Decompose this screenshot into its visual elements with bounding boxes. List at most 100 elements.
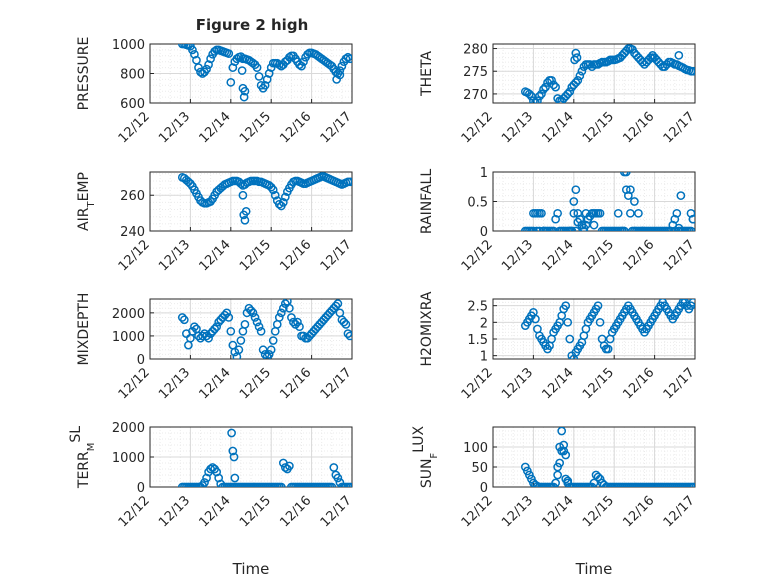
markers-terr_msl xyxy=(177,428,352,487)
data-point xyxy=(630,197,639,206)
data-point xyxy=(531,98,540,103)
data-point xyxy=(672,208,682,218)
y-tick-label: 280 xyxy=(463,43,488,58)
data-point xyxy=(270,190,280,200)
data-point xyxy=(331,301,341,311)
data-point xyxy=(563,89,573,99)
x-tick-label: 12/12 xyxy=(459,365,496,402)
data-point xyxy=(303,49,312,59)
x-tick-label: 12/15 xyxy=(580,493,617,530)
data-point xyxy=(333,473,343,483)
data-point xyxy=(194,63,203,72)
data-point xyxy=(248,308,258,318)
data-point xyxy=(335,66,345,75)
data-point xyxy=(210,324,219,334)
x-tick-label: 12/12 xyxy=(116,365,153,402)
data-point xyxy=(252,63,262,72)
data-point xyxy=(258,345,268,355)
data-point xyxy=(345,482,352,487)
y-tick-label: 1000 xyxy=(112,451,145,466)
data-point xyxy=(272,320,282,329)
data-point xyxy=(212,322,222,332)
data-point xyxy=(295,322,304,332)
data-point xyxy=(236,179,246,188)
x-tick-label: 12/15 xyxy=(580,365,617,402)
x-axis-label-left: Time xyxy=(232,560,270,578)
y-tick-label: 1000 xyxy=(112,330,145,345)
markers-sun_flux xyxy=(520,427,695,487)
x-tick-label: 12/16 xyxy=(277,365,314,402)
data-point xyxy=(188,45,197,55)
data-point xyxy=(234,345,244,355)
data-point xyxy=(250,313,260,322)
plot-frame xyxy=(149,298,353,360)
x-tick-label: 12/15 xyxy=(237,109,274,146)
data-point xyxy=(285,52,294,62)
data-point xyxy=(531,314,540,324)
data-point xyxy=(571,185,581,195)
data-point xyxy=(179,315,189,325)
data-point xyxy=(237,66,247,75)
data-point xyxy=(278,303,288,313)
data-point xyxy=(276,308,286,318)
data-point xyxy=(674,223,684,231)
data-point xyxy=(240,215,250,225)
data-point xyxy=(239,92,249,102)
data-point xyxy=(177,313,187,322)
data-point xyxy=(190,322,199,332)
data-point xyxy=(264,350,274,359)
data-point xyxy=(572,53,582,62)
data-point xyxy=(561,450,571,460)
data-point xyxy=(287,313,296,322)
y-axis-label-h2omixra: H2OMIXRA xyxy=(419,291,435,366)
y-axis-label-theta: THETA xyxy=(419,51,435,97)
x-tick-label: 12/17 xyxy=(318,493,355,530)
x-tick-label: 12/13 xyxy=(499,493,536,530)
data-point xyxy=(575,71,585,81)
x-tick-label: 12/17 xyxy=(318,365,355,402)
data-point xyxy=(240,320,250,329)
x-tick-label: 12/16 xyxy=(277,493,314,530)
data-point xyxy=(222,308,232,318)
data-point xyxy=(337,61,347,71)
data-point xyxy=(577,66,587,76)
data-point xyxy=(555,458,565,468)
data-point xyxy=(638,226,647,231)
data-point xyxy=(563,317,573,327)
markers-theta xyxy=(520,44,695,103)
y-tick-label: 1 xyxy=(480,166,488,181)
data-point xyxy=(549,80,558,90)
x-tick-label: 12/14 xyxy=(540,109,577,146)
y-tick-label: 240 xyxy=(120,225,145,240)
y-tick-label: 0 xyxy=(137,353,145,368)
y-tick-label: 800 xyxy=(120,68,145,83)
data-point xyxy=(549,226,558,231)
x-tick-label: 12/17 xyxy=(661,237,698,274)
data-point xyxy=(278,198,288,207)
data-point xyxy=(634,208,643,218)
data-point xyxy=(569,208,579,218)
x-tick-label: 12/15 xyxy=(237,493,274,530)
y-tick-label: 2000 xyxy=(112,307,145,322)
x-tick-label: 12/16 xyxy=(620,109,657,146)
x-tick-label: 12/14 xyxy=(540,493,577,530)
data-point xyxy=(595,317,605,327)
data-point xyxy=(297,61,306,71)
data-point xyxy=(569,197,579,206)
data-point xyxy=(583,214,593,224)
x-tick-label: 12/14 xyxy=(197,237,234,274)
data-point xyxy=(274,313,284,322)
x-tick-label: 12/16 xyxy=(620,493,657,530)
data-point xyxy=(539,226,548,231)
data-point xyxy=(276,482,286,487)
x-tick-label: 12/17 xyxy=(661,109,698,146)
x-tick-label: 12/12 xyxy=(459,237,496,274)
x-tick-label: 12/17 xyxy=(661,493,698,530)
plot-frame xyxy=(492,298,696,360)
y-tick-label: 270 xyxy=(463,88,488,103)
data-point xyxy=(565,87,575,97)
x-tick-label: 12/14 xyxy=(197,365,234,402)
data-point xyxy=(561,301,571,311)
data-point xyxy=(289,317,298,327)
